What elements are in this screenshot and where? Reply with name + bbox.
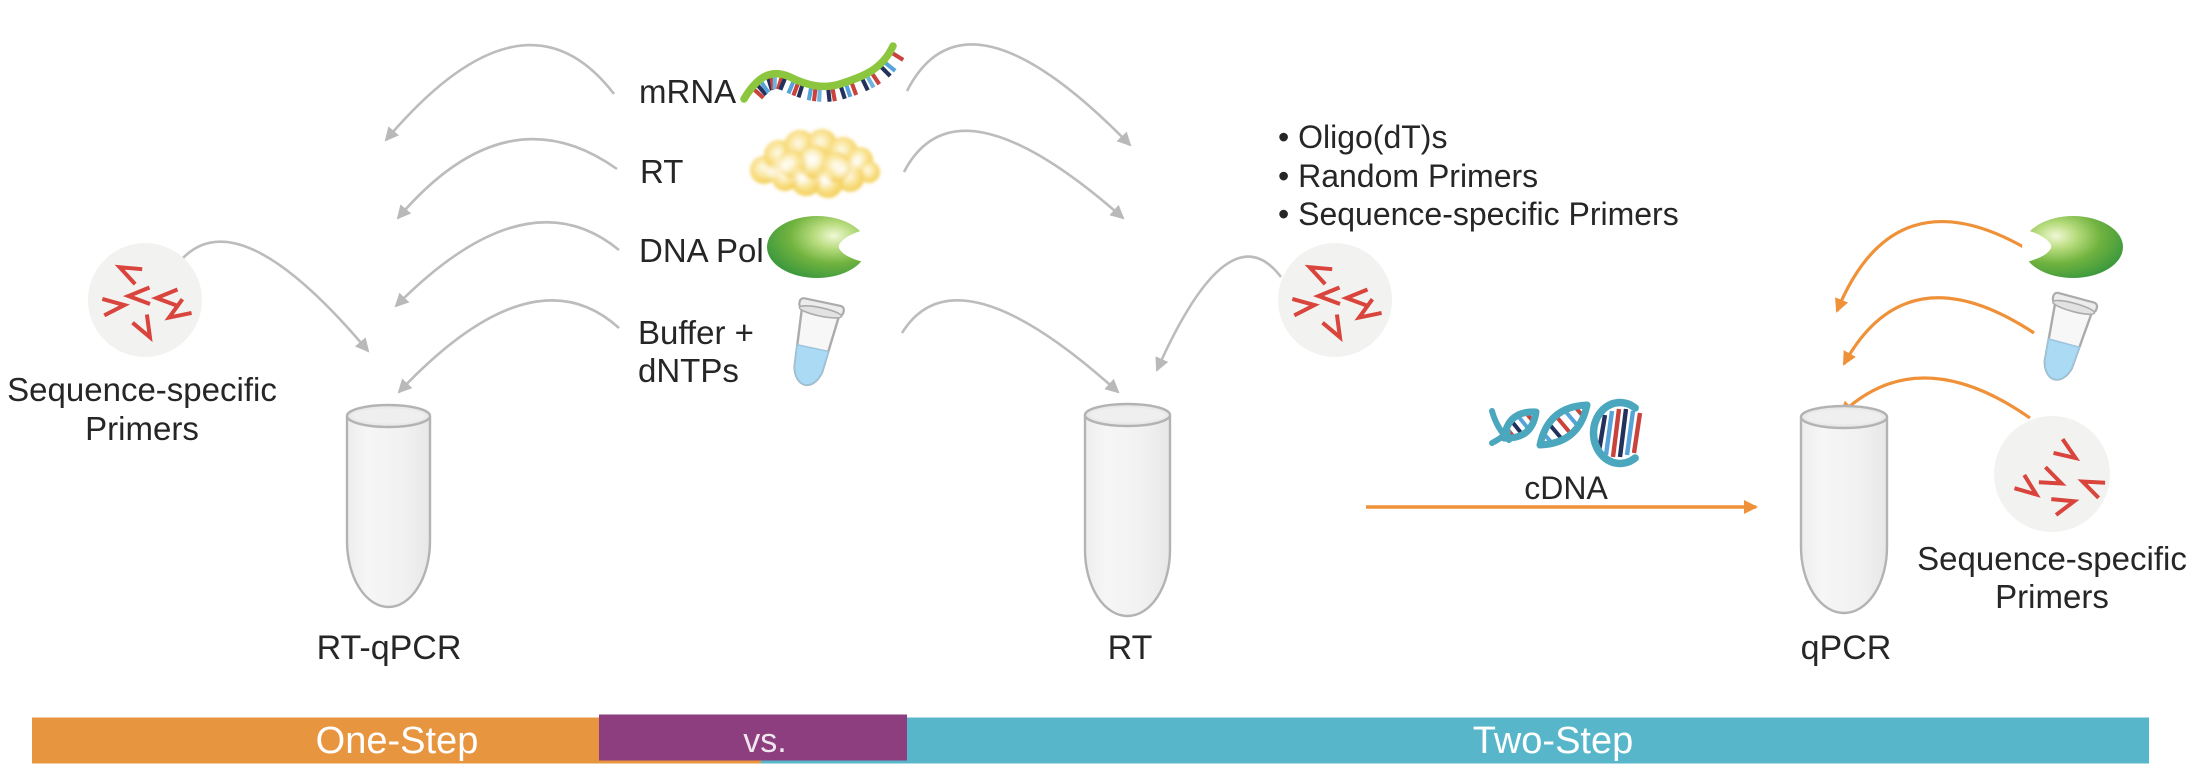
svg-text:cDNA: cDNA — [1524, 470, 1608, 506]
svg-text:• Oligo(dT)s: • Oligo(dT)s — [1278, 119, 1447, 155]
svg-text:Sequence-specific: Sequence-specific — [1917, 540, 2187, 577]
svg-text:mRNA: mRNA — [639, 73, 736, 110]
svg-text:qPCR: qPCR — [1801, 629, 1892, 667]
svg-text:One-Step: One-Step — [316, 720, 479, 762]
svg-text:RT-qPCR: RT-qPCR — [317, 629, 462, 667]
svg-text:Primers: Primers — [85, 410, 199, 447]
svg-text:Primers: Primers — [1995, 578, 2109, 615]
svg-text:Sequence-specific: Sequence-specific — [7, 371, 277, 408]
svg-text:• Random Primers: • Random Primers — [1278, 158, 1538, 194]
svg-text:dNTPs: dNTPs — [638, 352, 739, 389]
svg-text:Two-Step: Two-Step — [1473, 720, 1634, 762]
svg-text:• Sequence-specific Primers: • Sequence-specific Primers — [1278, 196, 1679, 232]
svg-text:vs.: vs. — [743, 722, 786, 760]
svg-text:RT: RT — [640, 153, 683, 190]
svg-text:DNA Pol: DNA Pol — [639, 232, 764, 269]
svg-text:Buffer +: Buffer + — [638, 314, 754, 351]
svg-text:RT: RT — [1108, 629, 1153, 667]
